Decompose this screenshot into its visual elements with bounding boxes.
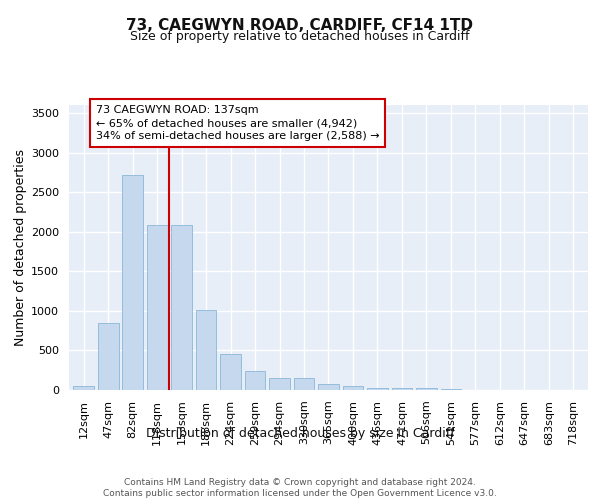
Bar <box>293 378 314 390</box>
Y-axis label: Number of detached properties: Number of detached properties <box>14 149 27 346</box>
Bar <box>269 378 290 390</box>
Bar <box>440 389 461 390</box>
Bar <box>245 370 265 390</box>
Text: 73 CAEGWYN ROAD: 137sqm
← 65% of detached houses are smaller (4,942)
34% of semi: 73 CAEGWYN ROAD: 137sqm ← 65% of detache… <box>96 105 380 142</box>
Bar <box>73 386 94 390</box>
Bar <box>98 322 119 390</box>
Text: Size of property relative to detached houses in Cardiff: Size of property relative to detached ho… <box>130 30 470 43</box>
Text: Contains HM Land Registry data © Crown copyright and database right 2024.
Contai: Contains HM Land Registry data © Crown c… <box>103 478 497 498</box>
Bar <box>392 388 412 390</box>
Bar <box>343 386 364 390</box>
Bar <box>220 354 241 390</box>
Text: 73, CAEGWYN ROAD, CARDIFF, CF14 1TD: 73, CAEGWYN ROAD, CARDIFF, CF14 1TD <box>127 18 473 32</box>
Bar <box>196 310 217 390</box>
Bar <box>416 388 437 390</box>
Bar <box>367 388 388 390</box>
Bar <box>318 384 339 390</box>
Bar <box>147 226 167 390</box>
Bar <box>122 174 143 390</box>
Bar <box>171 226 192 390</box>
Text: Distribution of detached houses by size in Cardiff: Distribution of detached houses by size … <box>146 428 454 440</box>
